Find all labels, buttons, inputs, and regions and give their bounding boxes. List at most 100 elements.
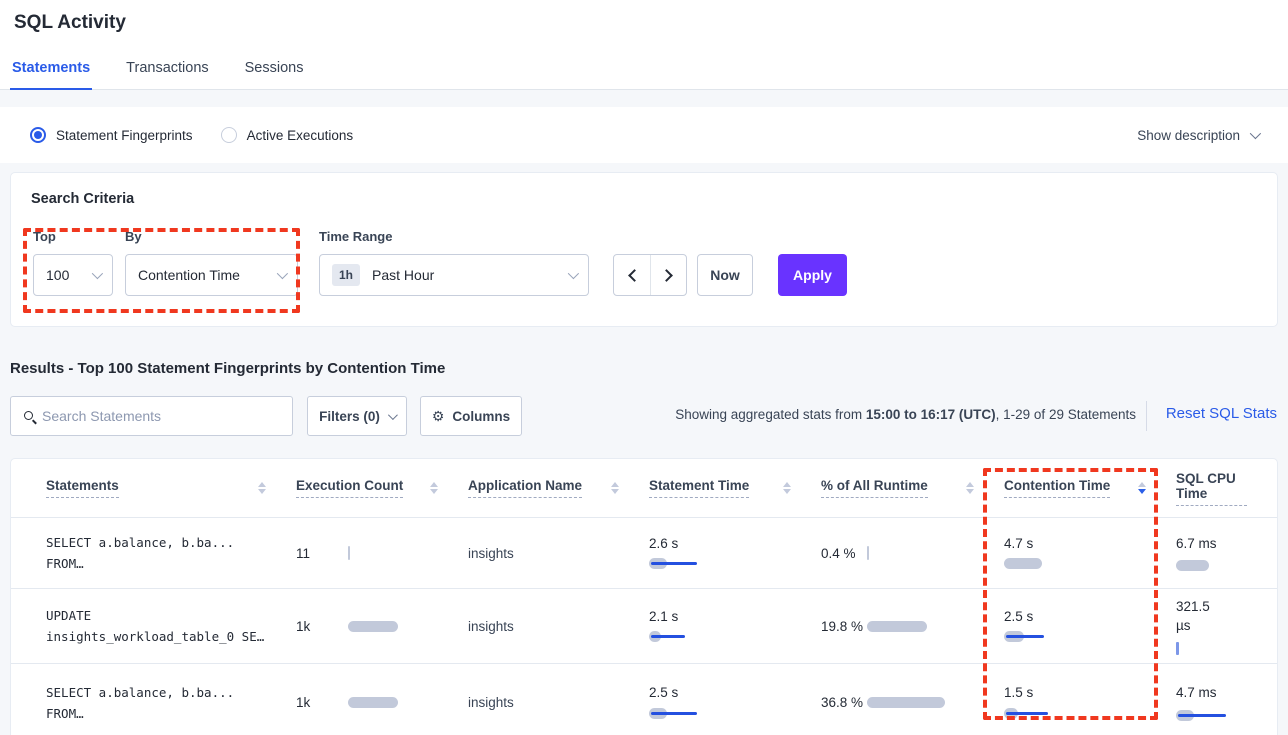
- reset-sql-stats-link[interactable]: Reset SQL Stats: [1165, 405, 1277, 422]
- statement-time-cell: 2.5 s: [649, 685, 821, 720]
- contention-time-cell: 4.7 s: [1004, 536, 1176, 571]
- column-header-sql-cpu-time[interactable]: SQL CPU Time: [1176, 471, 1277, 506]
- execution-count-cell: 1k: [296, 619, 468, 634]
- pct-runtime-bar: [867, 619, 927, 633]
- execution-count-cell: 1k: [296, 695, 468, 710]
- execution-count-bar: [348, 619, 398, 633]
- table-row: SELECT a.balance, b.ba... FROM… 11 insig…: [11, 518, 1277, 589]
- stats-time-range: 15:00 to 16:17 (UTC): [865, 407, 996, 422]
- results-controls: Filters (0) ⚙ Columns Showing aggregated…: [0, 396, 1288, 436]
- sort-icon-active-desc[interactable]: [1138, 481, 1146, 495]
- show-description-label: Show description: [1137, 127, 1240, 143]
- results-heading: Results - Top 100 Statement Fingerprints…: [10, 360, 446, 377]
- contention-time-cell: 2.5 s: [1004, 609, 1176, 644]
- aggregated-stats-note: Showing aggregated stats from 15:00 to 1…: [675, 407, 1136, 422]
- radio-label: Active Executions: [246, 127, 354, 143]
- table-row: UPDATE insights_workload_table_0 SE… 1k …: [11, 589, 1277, 664]
- divider: [1146, 401, 1147, 431]
- column-header-application-name[interactable]: Application Name: [468, 478, 649, 498]
- by-select-value: Contention Time: [138, 267, 240, 283]
- chevron-left-icon: [627, 268, 641, 282]
- column-header-pct-runtime[interactable]: % of All Runtime: [821, 478, 1004, 498]
- time-range-arrows: [613, 254, 687, 296]
- sql-cpu-time-cell: 6.7 ms: [1176, 534, 1277, 573]
- statement-link[interactable]: SELECT a.balance, b.ba... FROM…: [46, 535, 235, 571]
- statement-time-cell: 2.1 s: [649, 609, 821, 644]
- column-header-contention-time[interactable]: Contention Time: [1004, 478, 1176, 498]
- column-header-statement-time[interactable]: Statement Time: [649, 478, 821, 498]
- statements-table: Statements Execution Count Application N…: [10, 458, 1278, 735]
- tab-statements[interactable]: Statements: [10, 52, 93, 90]
- contention-time-bar: [1004, 630, 1176, 644]
- page-title: SQL Activity: [14, 12, 126, 33]
- pct-runtime-cell: 0.4 %: [821, 544, 1004, 563]
- search-criteria-heading: Search Criteria: [31, 191, 135, 207]
- sql-cpu-time-bar: [1176, 708, 1277, 722]
- sort-icon[interactable]: [430, 481, 438, 495]
- radio-statement-fingerprints[interactable]: Statement Fingerprints: [30, 127, 193, 143]
- sort-icon[interactable]: [258, 481, 266, 495]
- view-toggle-bar: Statement Fingerprints Active Executions…: [0, 107, 1288, 163]
- previous-time-range-button[interactable]: [614, 255, 650, 295]
- tab-bar: Statements Transactions Sessions: [10, 52, 305, 90]
- contention-time-cell: 1.5 s: [1004, 685, 1176, 720]
- chevron-down-icon: [387, 409, 398, 420]
- radio-selected-icon: [30, 127, 46, 143]
- apply-button[interactable]: Apply: [778, 254, 847, 296]
- next-time-range-button[interactable]: [650, 255, 686, 295]
- search-statements-input[interactable]: [42, 408, 282, 424]
- chevron-down-icon: [276, 267, 289, 280]
- sql-cpu-time-cell: 321.5 µs: [1176, 597, 1277, 655]
- table-row: SELECT a.balance, b.ba... FROM… 1k insig…: [11, 664, 1277, 735]
- tab-transactions[interactable]: Transactions: [126, 60, 209, 76]
- pct-runtime-cell: 19.8 %: [821, 617, 1004, 636]
- statement-time-bar: [649, 557, 821, 571]
- radio-unselected-icon: [220, 127, 237, 143]
- time-range-select[interactable]: 1h Past Hour: [319, 254, 589, 296]
- sql-cpu-time-bar: [1176, 641, 1277, 655]
- top-select-value: 100: [46, 267, 70, 283]
- sort-icon[interactable]: [783, 481, 791, 495]
- time-range-value: Past Hour: [372, 267, 435, 283]
- time-range-badge: 1h: [332, 264, 361, 286]
- search-icon: [24, 410, 33, 420]
- column-header-execution-count[interactable]: Execution Count: [296, 478, 468, 498]
- execution-count-cell: 11: [296, 546, 468, 561]
- search-criteria-card: Search Criteria Top 100 By Contention Ti…: [10, 172, 1278, 327]
- statement-time-cell: 2.6 s: [649, 536, 821, 571]
- contention-time-bar: [1004, 706, 1176, 720]
- top-label: Top: [33, 229, 56, 244]
- chevron-down-icon: [567, 267, 580, 280]
- statement-time-bar: [649, 630, 821, 644]
- contention-time-bar: [1004, 557, 1176, 571]
- columns-button[interactable]: ⚙ Columns: [420, 396, 522, 436]
- by-select[interactable]: Contention Time: [125, 254, 298, 296]
- show-description-toggle[interactable]: Show description: [1137, 127, 1262, 143]
- statement-link[interactable]: SELECT a.balance, b.ba... FROM…: [46, 684, 235, 721]
- gear-icon: ⚙: [431, 407, 445, 424]
- time-range-label: Time Range: [319, 229, 393, 244]
- by-label: By: [125, 229, 142, 244]
- sql-cpu-time-bar: [1176, 559, 1277, 573]
- application-name-cell: insights: [468, 695, 514, 710]
- application-name-cell: insights: [468, 545, 514, 561]
- table-header-row: Statements Execution Count Application N…: [11, 459, 1277, 518]
- sort-icon[interactable]: [611, 481, 619, 495]
- filters-label: Filters (0): [319, 408, 380, 424]
- radio-active-executions[interactable]: Active Executions: [220, 127, 354, 143]
- chevron-right-icon: [660, 268, 673, 282]
- column-header-statements[interactable]: Statements: [46, 478, 296, 498]
- filters-button[interactable]: Filters (0): [307, 396, 407, 436]
- application-name-cell: insights: [468, 618, 514, 634]
- radio-label: Statement Fingerprints: [56, 127, 193, 143]
- pct-runtime-bar: [867, 546, 869, 560]
- execution-count-bar: [348, 546, 350, 560]
- statement-link[interactable]: UPDATE insights_workload_table_0 SE…: [46, 608, 265, 644]
- chevron-down-icon: [91, 267, 104, 280]
- tab-sessions[interactable]: Sessions: [244, 60, 304, 76]
- top-bar: SQL Activity Statements Transactions Ses…: [0, 0, 1288, 90]
- execution-count-bar: [348, 696, 398, 710]
- sort-icon[interactable]: [966, 481, 974, 495]
- now-button[interactable]: Now: [697, 254, 753, 296]
- top-select[interactable]: 100: [33, 254, 113, 296]
